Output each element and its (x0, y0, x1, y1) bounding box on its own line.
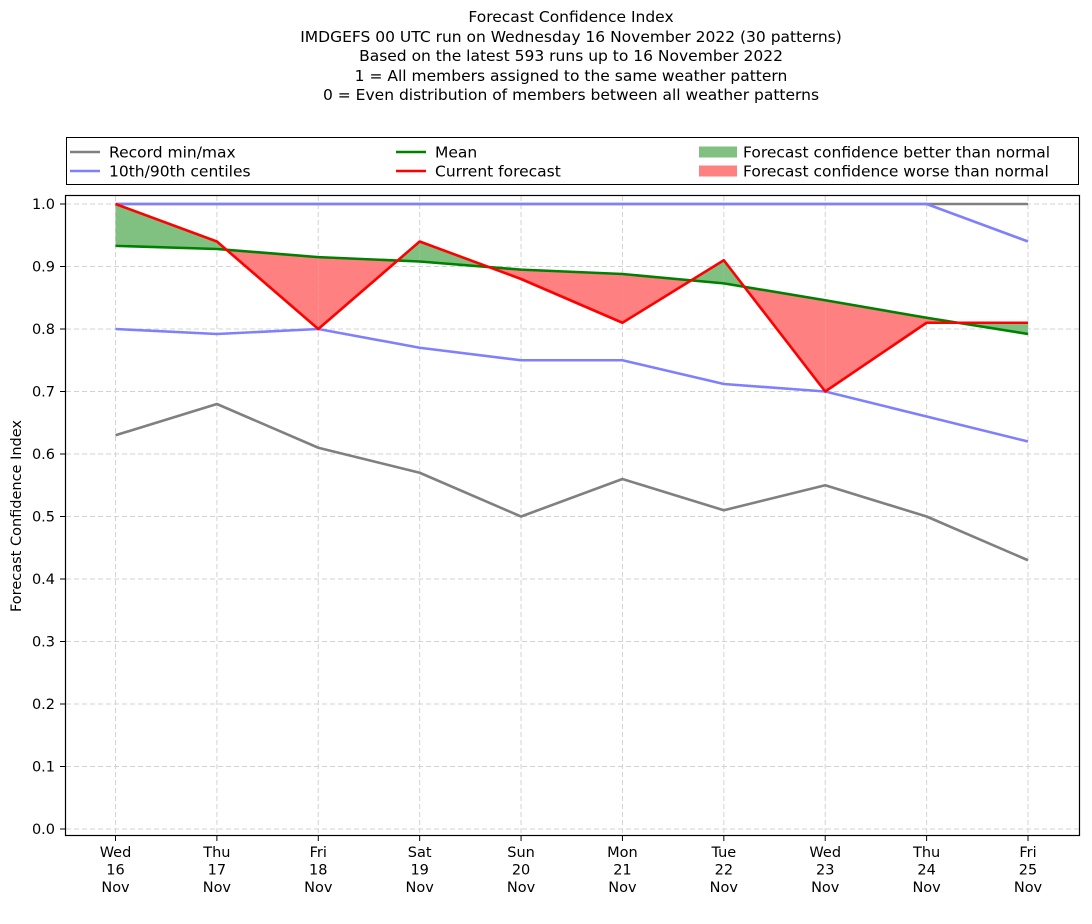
series-90th-centile (115, 202, 1029, 243)
y-tick-label: 0.8 (32, 322, 55, 338)
series-lines (115, 202, 1029, 562)
series-10th-centile (115, 327, 1029, 443)
legend-label: Forecast confidence better than normal (743, 144, 1050, 162)
legend-entry: 10th/90th centiles (70, 163, 251, 181)
legend-label: Current forecast (435, 163, 561, 181)
legend-swatch-patch (699, 146, 737, 158)
legend-entry: Record min/max (70, 144, 236, 162)
legend-entry: Current forecast (396, 163, 561, 181)
series-record-min (115, 402, 1029, 562)
y-tick-label: 1.0 (32, 197, 55, 213)
legend-label: 10th/90th centiles (109, 163, 251, 181)
legend-entry: Mean (396, 144, 477, 162)
chart-subtitle-zero: 0 = Even distribution of members between… (322, 86, 820, 104)
x-tick-label: Wed 23 Nov (809, 845, 841, 896)
x-tick-label: Thu 17 Nov (202, 845, 231, 896)
fill-worse-than-normal (521, 269, 623, 323)
x-tick-label: Mon 21 Nov (607, 845, 638, 896)
confidence-fills (115, 204, 1028, 392)
x-tick-label: Fri 25 Nov (1014, 845, 1043, 896)
legend-frame (66, 137, 1079, 185)
x-axis: Wed 16 Nov Thu 17 Nov Fri 18 Nov Sat 19 Nov Sun 20 Nov… (100, 835, 1043, 896)
y-axis-label: Forecast Confidence Index (9, 420, 25, 612)
chart-title: Forecast Confidence Index (468, 8, 674, 26)
series-current-forecast (115, 202, 1028, 393)
y-tick-label: 0.0 (32, 822, 55, 838)
y-tick-label: 0.6 (32, 447, 55, 463)
x-tick-label: Tue 22 Nov (710, 845, 739, 896)
y-tick-label: 0.3 (32, 635, 55, 651)
x-tick-label: Sat 19 Nov (406, 845, 435, 896)
x-tick-label: Thu 24 Nov (912, 845, 941, 896)
plot-frame (64, 194, 1081, 837)
legend-label: Record min/max (109, 144, 236, 162)
legend-entry: Forecast confidence worse than normal (699, 163, 1049, 181)
chart-subtitle-one: 1 = All members assigned to the same wea… (354, 66, 788, 85)
x-tick-label: Fri 18 Nov (304, 845, 333, 896)
y-tick-label: 0.1 (32, 760, 55, 776)
fill-better-than-normal (115, 204, 217, 249)
legend-label: Mean (435, 144, 477, 162)
legend-entry: Forecast confidence better than normal (699, 144, 1050, 162)
y-tick-label: 0.9 (32, 260, 55, 276)
chart-subtitle-runs: Based on the latest 593 runs up to 16 No… (359, 47, 783, 65)
legend-swatch-patch (699, 165, 737, 177)
chart-subtitle-run: IMDGEFS 00 UTC run on Wednesday 16 Novem… (300, 27, 842, 46)
x-tick-label: Sun 20 Nov (507, 845, 536, 896)
fill-worse-than-normal (622, 274, 692, 323)
fill-worse-than-normal (825, 300, 927, 392)
y-tick-label: 0.5 (32, 510, 55, 526)
y-tick-label: 0.7 (32, 385, 55, 401)
legend-label: Forecast confidence worse than normal (743, 163, 1049, 181)
series-mean (115, 244, 1029, 336)
x-tick-label: Wed 16 Nov (100, 845, 132, 896)
y-tick-label: 0.4 (32, 572, 55, 588)
y-axis: 0.0 0.1 0.2 0.3 0.4 0.5 0.6 0.7 0.8 0.9 1.0 (32, 197, 66, 838)
y-tick-label: 0.2 (32, 697, 55, 713)
chart-title-block: Forecast Confidence Index IMDGEFS 00 UTC… (0, 8, 1092, 106)
